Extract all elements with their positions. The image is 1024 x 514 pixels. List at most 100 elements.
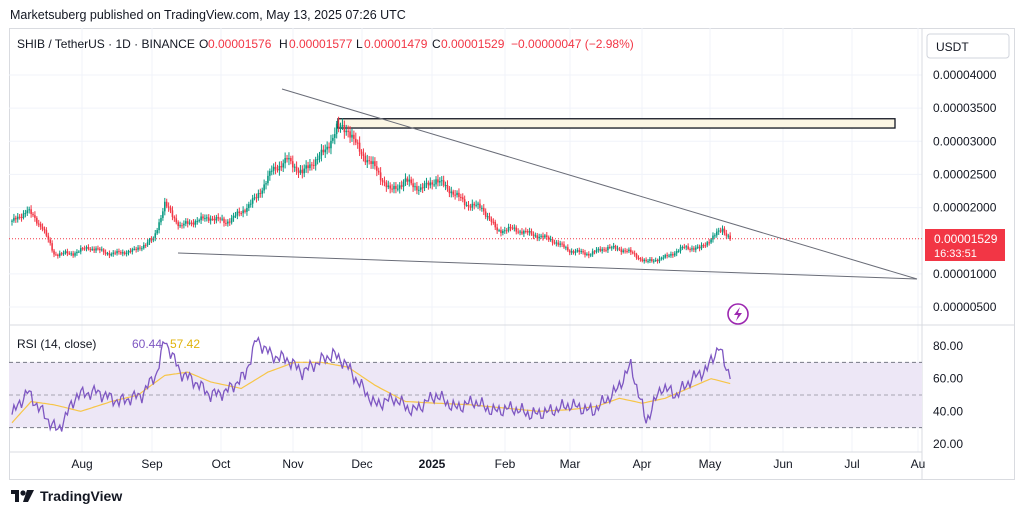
candle-body-196 [385,182,388,188]
candle-body-50 [106,253,109,255]
upper-trendline[interactable] [281,88,918,280]
candle-body-194 [381,180,384,182]
candle-body-237 [463,199,466,206]
candle-body-34 [76,251,78,254]
candle-body-162 [320,149,323,156]
rsi-tick-2: 40.00 [933,404,963,418]
tradingview-logo-icon [11,490,34,502]
candle-body-62 [129,250,132,252]
price-tick-4: 0.00002000 [933,201,997,215]
time-tick-9: May [699,457,722,471]
candle-body-107 [215,217,218,221]
candle-body-342 [664,255,667,258]
candle-body-32 [72,253,74,256]
rsi-value: 60.44 [132,337,162,351]
candle-body-346 [672,254,674,256]
candle-body-250 [488,216,491,220]
candle-body-69 [142,245,145,249]
candle-body-354 [687,246,689,250]
candle-body-8 [26,210,29,214]
candle-body-356 [691,248,693,250]
candle-body-163 [322,149,325,153]
candle-body-146 [290,158,292,162]
candle-body-13 [36,217,38,224]
candle-body-2 [15,217,17,220]
candle-body-79 [162,211,164,218]
candle-body-216 [423,183,426,189]
candle-body-350 [679,247,682,252]
candle-body-270 [526,231,529,233]
candle-body-260 [507,226,510,231]
candle-body-366 [710,239,712,243]
resistance-zone[interactable] [337,118,896,129]
candle-body-345 [670,254,672,256]
candle-body-226 [442,180,445,186]
candle-body-209 [410,179,412,184]
candle-body-318 [618,248,621,250]
candle-body-257 [502,231,504,234]
candle-body-348 [675,251,678,254]
candle-body-54 [114,252,116,254]
candle-body-29 [66,251,69,254]
candle-body-334 [649,259,651,261]
candle-body-21 [51,243,53,251]
lower-trendline[interactable] [177,252,918,280]
legend-low-value: 0.00001479 [364,37,428,51]
tradingview-brand[interactable]: TradingView [10,488,122,504]
candle-body-112 [225,222,227,224]
candle-body-127 [253,197,256,199]
time-tick-11: Jul [844,457,859,471]
candle-body-39 [85,247,88,249]
candle-body-283 [551,238,554,243]
candle-body-213 [418,189,420,191]
candle-body-118 [236,211,239,216]
candle-body-359 [696,246,699,248]
candle-body-263 [513,227,516,229]
candle-body-82 [167,206,170,208]
candle-body-313 [609,246,611,248]
price-tick-0: 0.00004000 [933,68,997,82]
candle-body-137 [272,166,275,171]
candle-body-312 [607,246,609,251]
candle-body-243 [475,204,477,206]
lightning-icon[interactable] [727,303,749,325]
candle-body-252 [492,221,495,223]
candle-body-281 [547,237,550,240]
candle-body-172 [339,126,342,128]
candle-body-333 [647,260,649,262]
candle-body-113 [227,221,229,224]
candle-body-77 [158,222,160,231]
candle-body-78 [160,217,162,223]
candle-body-9 [28,209,30,211]
candle-body-353 [685,246,688,248]
candle-body-98 [198,220,200,222]
candle-body-297 [578,250,581,253]
candle-body-124 [248,204,250,209]
candle-body-228 [446,185,449,189]
legend-close-value: 0.00001529 [441,37,505,51]
time-tick-7: Mar [560,457,581,471]
candle-body-205 [402,181,405,187]
candle-body-365 [708,242,710,244]
candle-body-183 [360,151,363,155]
candle-body-147 [291,161,294,168]
candle-body-311 [605,249,607,251]
candle-body-45 [97,248,99,250]
candle-body-181 [356,142,359,144]
time-tick-12: Au [911,457,926,471]
candle-body-35 [78,251,80,253]
candle-body-46 [99,248,101,251]
candle-body-161 [318,155,321,160]
candle-body-155 [307,165,309,169]
candle-body-358 [694,247,697,250]
candle-body-89 [181,225,183,227]
candle-body-341 [662,257,665,259]
candle-body-176 [347,130,349,132]
candle-body-187 [368,160,370,162]
candle-body-185 [364,155,367,163]
currency-button[interactable]: USDT [936,40,969,54]
currency-button-bg[interactable] [926,33,1010,59]
candle-body-234 [458,192,460,197]
candle-body-258 [503,230,506,232]
